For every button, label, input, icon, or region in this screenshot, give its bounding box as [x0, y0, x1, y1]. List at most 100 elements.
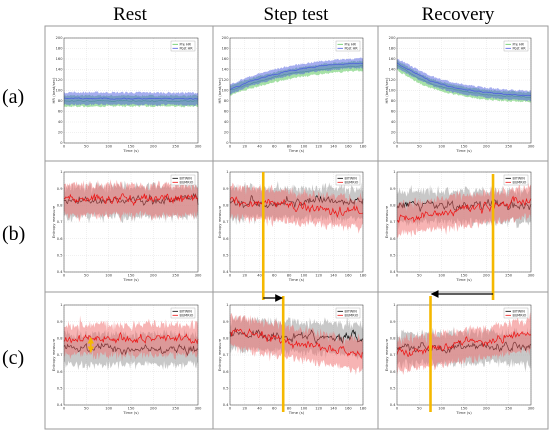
x-tick-label: 250: [505, 145, 513, 149]
chart-rest-entropy-2: 0.4 0.5 0.6 0.7 0.8 0.9 1 0 50 100 150 200 250 300 Tim…: [51, 303, 202, 415]
legend-entry: BITWIN: [513, 177, 526, 181]
y-tick-label: 0.8: [223, 337, 229, 341]
y-tick-label: 0.7: [223, 220, 229, 224]
legend-entry: BUMRIO: [180, 314, 194, 318]
y-tick-label: 0.6: [223, 370, 229, 374]
x-tick-label: 100: [438, 407, 446, 411]
x-tick-label: 80: [287, 274, 292, 278]
y-axis-label: Entropy measure: [51, 338, 56, 371]
x-tick-label: 120: [315, 274, 323, 278]
y-tick-label: 60: [58, 110, 63, 114]
x-tick-label: 60: [272, 274, 277, 278]
y-axis-label: HR (beat/sec): [51, 77, 56, 103]
legend-entry: BUMRIO: [513, 314, 527, 318]
axes-frame: [229, 37, 364, 144]
y-tick-label: 0.7: [223, 353, 229, 357]
y-tick-label: 0.4: [223, 270, 229, 274]
x-tick-label: 160: [345, 407, 353, 411]
y-tick-label: 160: [56, 57, 64, 61]
y-tick-label: 0.7: [390, 220, 396, 224]
legend-box: [170, 40, 196, 52]
x-axis-label: Time (s): [455, 148, 472, 153]
y-tick-label: 60: [391, 110, 396, 114]
series-line-bumrio: [229, 328, 364, 360]
y-tick-label: 60: [224, 110, 229, 114]
x-tick-label: 20: [242, 274, 247, 278]
y-tick-label: 140: [222, 68, 230, 72]
y-axis-label: Entropy measure: [217, 205, 222, 238]
x-tick-label: 200: [483, 145, 491, 149]
chart-recovery-entropy: 0.4 0.5 0.6 0.7 0.8 0.9 1 0 50 100 150 200 250 300 Tim…: [384, 170, 535, 282]
x-tick-label: 250: [172, 274, 180, 278]
y-tick-label: 160: [389, 57, 397, 61]
axes-frame: [63, 37, 199, 144]
y-tick-label: 200: [389, 36, 397, 40]
column-title-step-test: Step test: [264, 4, 330, 25]
y-tick-label: 0.5: [390, 387, 396, 391]
y-tick-label: 1: [393, 303, 395, 307]
y-tick-label: 1: [226, 170, 228, 174]
legend-entry: Pre HR: [345, 43, 357, 47]
y-tick-label: 0.8: [390, 204, 396, 208]
y-tick-label: 0.4: [57, 403, 63, 407]
x-tick-label: 160: [345, 145, 353, 149]
legend-entry: Pre HR: [180, 43, 192, 47]
series-line-post-hr: [63, 97, 199, 100]
x-tick-label: 40: [257, 407, 262, 411]
y-tick-label: 80: [391, 99, 396, 103]
y-tick-label: 0.9: [57, 187, 63, 191]
y-tick-label: 1: [60, 303, 62, 307]
legend-entry: BUMRIO: [180, 181, 194, 185]
legend-entry: BUMRIO: [345, 181, 359, 185]
x-tick-label: 140: [330, 407, 338, 411]
y-tick-label: 1: [60, 170, 62, 174]
y-tick-label: 120: [222, 78, 230, 82]
legend-box: [170, 307, 196, 319]
axes-frame: [396, 171, 532, 273]
x-tick-label: 100: [300, 274, 308, 278]
y-tick-label: 160: [222, 57, 230, 61]
y-tick-label: 0.6: [390, 370, 396, 374]
x-tick-label: 250: [505, 274, 513, 278]
legend-entry: BITWIN: [180, 177, 193, 181]
y-tick-label: 120: [56, 78, 64, 82]
axes-frame: [63, 304, 199, 406]
legend-box: [503, 174, 529, 186]
x-tick-label: 60: [272, 407, 277, 411]
x-tick-label: 0: [63, 145, 66, 149]
y-tick-label: 0.8: [223, 204, 229, 208]
band-bumrio: [64, 315, 198, 362]
y-tick-label: 0.9: [223, 187, 229, 191]
legend-box: [170, 174, 196, 186]
x-tick-label: 50: [417, 274, 422, 278]
y-tick-label: 1: [226, 303, 228, 307]
y-tick-label: 40: [391, 120, 396, 124]
x-tick-label: 100: [105, 145, 113, 149]
y-tick-label: 140: [389, 68, 397, 72]
x-tick-label: 0: [396, 274, 399, 278]
x-tick-label: 300: [195, 274, 203, 278]
x-axis-label: Time (s): [288, 277, 305, 282]
chart-rest-entropy: 0.4 0.5 0.6 0.7 0.8 0.9 1 0 50 100 150 200 250 300 Tim…: [51, 170, 202, 282]
x-axis-label: Time (s): [122, 410, 139, 415]
y-tick-label: 0.6: [57, 370, 63, 374]
legend-box: [503, 307, 529, 319]
axes-frame: [396, 37, 532, 144]
x-tick-label: 150: [461, 145, 469, 149]
axes-frame: [229, 171, 364, 273]
x-tick-label: 250: [505, 407, 513, 411]
x-tick-label: 140: [330, 145, 338, 149]
x-axis-label: Time (s): [455, 410, 472, 415]
y-tick-label: 0: [393, 141, 396, 145]
x-tick-label: 50: [84, 407, 89, 411]
x-tick-label: 200: [150, 274, 158, 278]
y-tick-label: 0.9: [57, 320, 63, 324]
series-line-bumrio: [396, 330, 532, 357]
y-tick-label: 200: [222, 36, 230, 40]
legend-entry: BUMRIO: [345, 314, 359, 318]
y-tick-label: 180: [222, 47, 230, 51]
